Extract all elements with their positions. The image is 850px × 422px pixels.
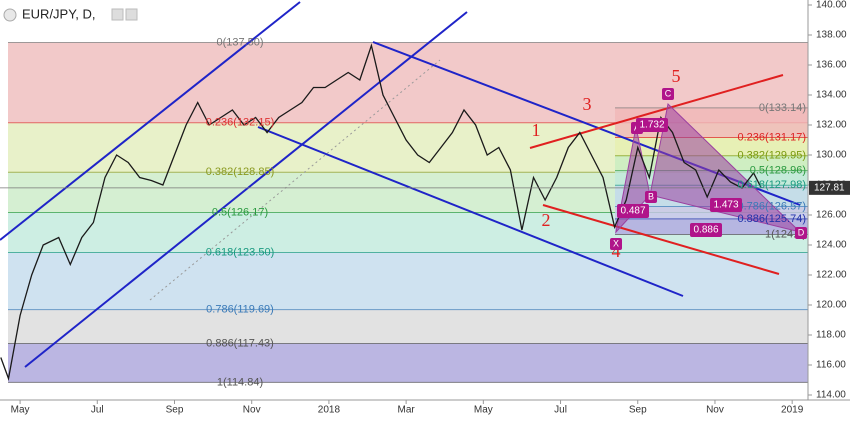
pattern-ratio-box [636,118,668,132]
wave-label: 3 [583,94,592,114]
symbol-icon[interactable] [3,8,17,22]
wave-label: 1 [532,120,541,140]
pattern-bcd [649,103,802,233]
pattern-ratio-label: 0.886 [693,225,718,236]
y-tick-label: 140.00 [816,0,847,11]
fib-band [8,309,808,344]
fib-level-label: 1(114.84) [217,376,263,388]
pattern-fib-label: 0.5(128.96) [750,165,806,177]
pattern-point-label: D [798,227,805,237]
wedge-line [542,204,780,275]
pattern-point-box [795,227,807,239]
y-tick-label: 136.00 [816,60,847,71]
fib-level-label: 0.236(132.15) [206,117,275,129]
x-tick-label: Nov [243,405,261,416]
chart-title: EUR/JPY, D, [22,6,95,21]
y-tick-label: 116.00 [816,360,846,371]
channel-line [0,1,301,241]
pattern-fib-label: 0.236(131.17) [738,131,807,143]
last-price-label: 127.81 [814,182,845,193]
fib-level-label: 0.382(128.85) [206,166,275,178]
x-tick-label: Nov [706,405,724,416]
channel-line [24,11,468,368]
fib-level-label: 0(137.50) [216,36,263,48]
pattern-fib-label: 0.382(129.95) [738,150,807,162]
settings-icon[interactable] [125,8,138,21]
pattern-fib-label: 0.886(125.74) [738,213,807,225]
pattern-point-label: C [665,88,672,98]
x-tick-label: May [474,405,493,416]
fib-level-label: 0.786(119.69) [206,304,274,316]
pattern-ratio-box [690,223,722,237]
y-tick-label: 130.00 [816,150,847,161]
fib-level-label: 0.886(117.43) [206,337,274,349]
pattern-point-box [645,191,657,203]
pattern-fib-label: 0.786(126.57) [738,200,807,212]
wedge-line [529,74,784,149]
y-tick-label: 118.00 [816,330,846,341]
eye-icon[interactable] [111,8,124,21]
fib-level-label: 0.5(126.17) [212,206,268,218]
x-tick-label: Sep [629,405,647,416]
x-tick-label: Jul [554,405,567,416]
price-line [0,43,762,381]
pattern-point-box [610,238,622,250]
fib-band [8,252,808,310]
y-tick-label: 114.00 [816,390,846,401]
last-price-box [809,180,850,195]
pattern-ratio-box [710,198,742,212]
y-tick-label: 120.00 [816,300,847,311]
y-tick-label: 126.00 [816,210,847,221]
fib-band [8,343,808,383]
y-tick-label: 124.00 [816,240,847,251]
trend-line [257,126,684,297]
y-tick-label: 122.00 [816,270,847,281]
y-tick-label: 132.00 [816,120,847,131]
wave-label: 4 [612,241,621,261]
pattern-point-box [662,88,674,100]
x-tick-label: Sep [166,405,184,416]
pattern-ratio-box [617,204,649,218]
wave-label: 2 [542,210,551,230]
pattern-ratio-label: 1.732 [639,120,664,131]
x-tick-label: Mar [398,405,416,416]
fib-level-label: 0.618(123.50) [206,246,275,258]
x-tick-label: May [11,405,30,416]
x-tick-label: Jul [91,405,104,416]
wave-label: 5 [672,66,681,86]
y-tick-label: 134.00 [816,90,847,101]
pattern-point-label: X [613,238,619,248]
pattern-ratio-label: 1.473 [713,200,738,211]
x-tick-label: 2019 [781,405,804,416]
pattern-fib-label: 0.618(127.98) [738,179,807,191]
y-tick-label: 138.00 [816,30,847,41]
pattern-ratio-label: 0.487 [620,206,645,217]
pattern-fib-label: 0(133.14) [759,102,806,114]
pattern-point-label: B [648,191,654,201]
x-tick-label: 2018 [318,405,341,416]
